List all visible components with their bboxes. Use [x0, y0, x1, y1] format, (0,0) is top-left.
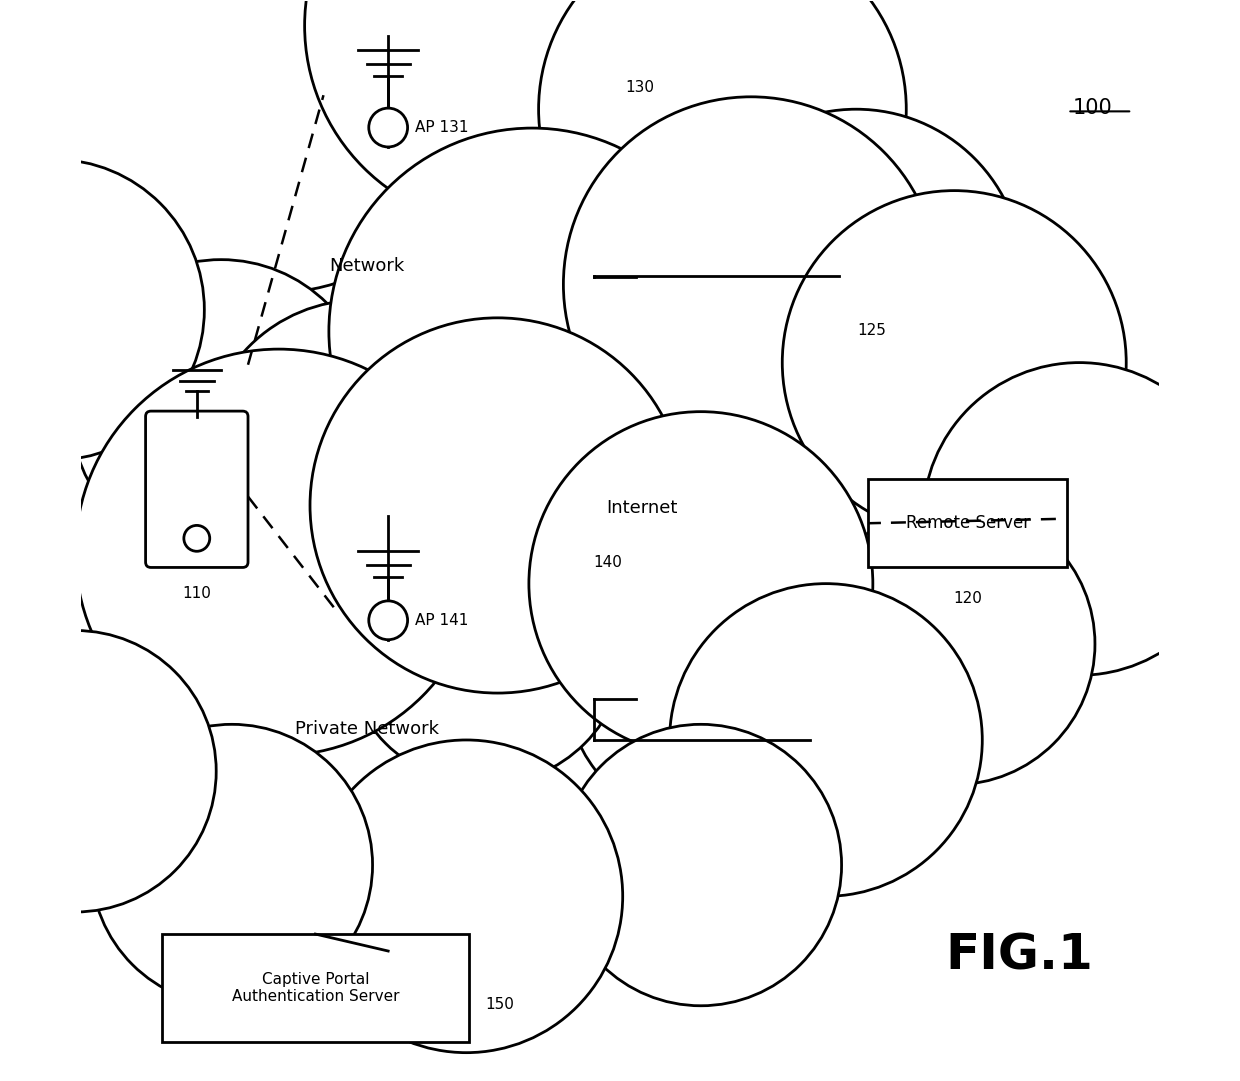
FancyBboxPatch shape: [161, 934, 469, 1042]
Text: Private Network: Private Network: [295, 720, 439, 738]
Circle shape: [368, 601, 408, 640]
Text: Remote Server: Remote Server: [905, 515, 1029, 532]
Circle shape: [0, 159, 205, 461]
Circle shape: [670, 584, 982, 896]
Text: AP 141: AP 141: [415, 613, 469, 628]
Text: Network: Network: [329, 256, 404, 275]
Circle shape: [91, 724, 372, 1005]
Circle shape: [310, 318, 686, 693]
Text: 120: 120: [954, 591, 982, 606]
Text: AP 131: AP 131: [415, 120, 469, 135]
Text: FIG.1: FIG.1: [945, 932, 1092, 979]
Circle shape: [813, 504, 1095, 785]
Circle shape: [345, 504, 626, 785]
Circle shape: [529, 412, 873, 756]
Circle shape: [0, 630, 216, 912]
Circle shape: [329, 128, 735, 535]
Circle shape: [71, 259, 372, 560]
Text: 130: 130: [625, 80, 655, 95]
Circle shape: [0, 521, 263, 833]
Text: 125: 125: [857, 323, 887, 337]
Circle shape: [305, 0, 706, 226]
FancyBboxPatch shape: [868, 479, 1068, 568]
Circle shape: [368, 108, 408, 147]
Circle shape: [689, 109, 1023, 443]
Text: 110: 110: [182, 586, 211, 601]
Circle shape: [0, 42, 254, 376]
Circle shape: [572, 259, 873, 560]
Circle shape: [923, 362, 1236, 676]
Circle shape: [310, 740, 622, 1053]
Circle shape: [560, 724, 842, 1005]
Circle shape: [188, 410, 470, 691]
Circle shape: [184, 525, 210, 551]
Circle shape: [538, 0, 906, 293]
Circle shape: [305, 277, 639, 611]
FancyBboxPatch shape: [145, 411, 248, 568]
Circle shape: [203, 301, 517, 613]
Circle shape: [563, 97, 939, 472]
Text: 140: 140: [593, 555, 622, 570]
Text: 100: 100: [1073, 98, 1112, 119]
Text: Captive Portal
Authentication Server: Captive Portal Authentication Server: [232, 972, 399, 1004]
Circle shape: [76, 349, 482, 756]
Circle shape: [782, 190, 1126, 535]
Circle shape: [563, 519, 877, 831]
Text: 150: 150: [485, 997, 515, 1012]
Circle shape: [53, 0, 489, 293]
Text: Internet: Internet: [606, 499, 677, 517]
